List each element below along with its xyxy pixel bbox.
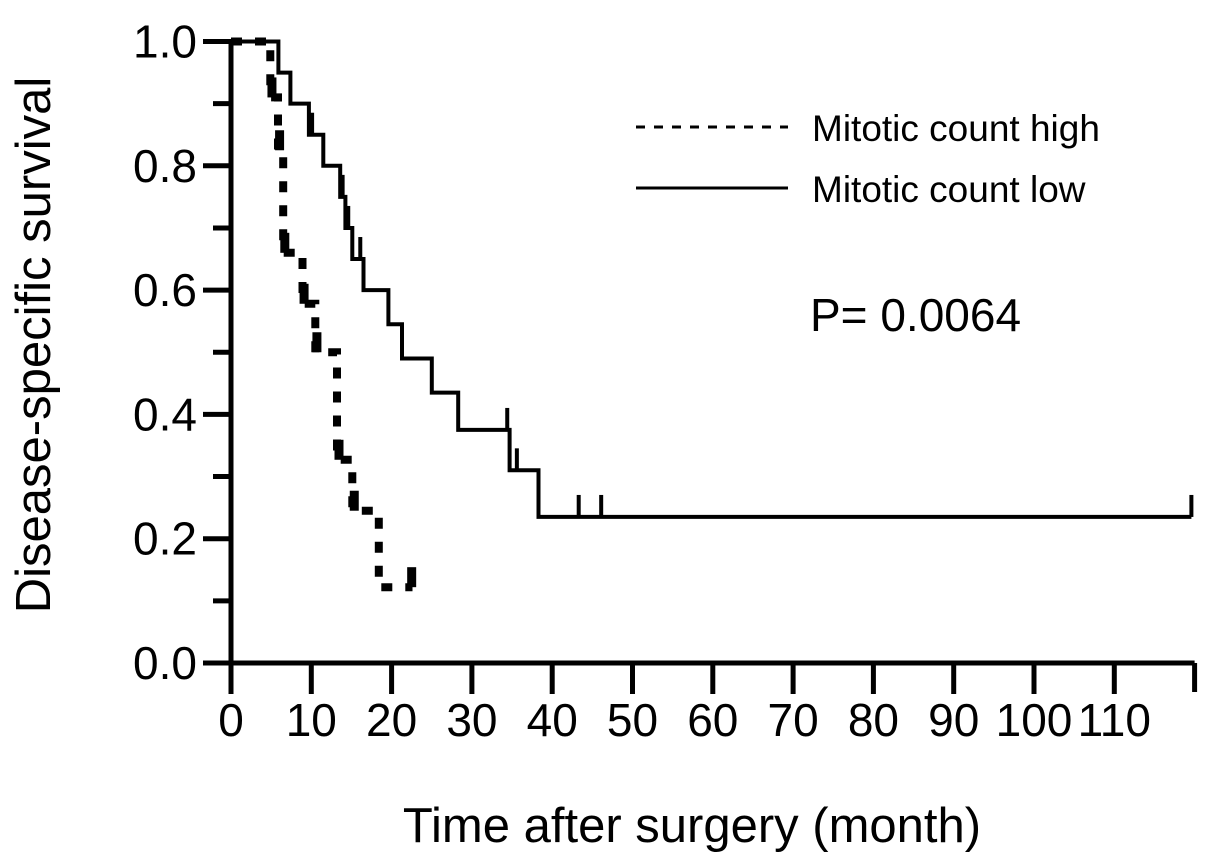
y-tick-label: 0.2 (133, 513, 197, 565)
legend: Mitotic count high Mitotic count low (636, 108, 1100, 210)
survival-curves (231, 37, 1194, 592)
y-tick-label: 0.0 (133, 637, 197, 689)
x-tick-label: 30 (446, 694, 497, 746)
legend-label-mitotic-high: Mitotic count high (812, 108, 1100, 149)
y-tick-label: 1.0 (133, 16, 197, 68)
axes: 0 10 20 30 40 50 60 70 80 90 100 110 1.0 0.8 0.6 0.4 0.2… (133, 16, 1198, 746)
survival-curve-mitotic-low (231, 39, 1192, 519)
survival-curve-mitotic-high (231, 37, 413, 592)
x-axis-title: Time after surgery (month) (403, 799, 981, 853)
y-tick-label: 0.6 (133, 264, 197, 316)
legend-label-mitotic-low: Mitotic count low (812, 169, 1086, 210)
x-tick-label: 10 (286, 694, 337, 746)
y-axis-title: Disease-specific survival (7, 77, 61, 613)
x-tick-label: 70 (768, 694, 819, 746)
x-tick-label: 40 (527, 694, 578, 746)
x-tick-label: 60 (687, 694, 738, 746)
x-tick-label: 20 (366, 694, 417, 746)
x-tick-label: 0 (218, 694, 244, 746)
y-tick-label: 0.8 (133, 140, 197, 192)
x-tick-label: 110 (1078, 694, 1151, 746)
p-value-annotation: P= 0.0064 (810, 289, 1021, 341)
x-tick-label: 50 (607, 694, 658, 746)
y-tick-label: 0.4 (133, 388, 197, 440)
x-tick-label: 90 (928, 694, 979, 746)
x-tick-label: 100 (996, 694, 1073, 746)
x-tick-label: 80 (848, 694, 899, 746)
